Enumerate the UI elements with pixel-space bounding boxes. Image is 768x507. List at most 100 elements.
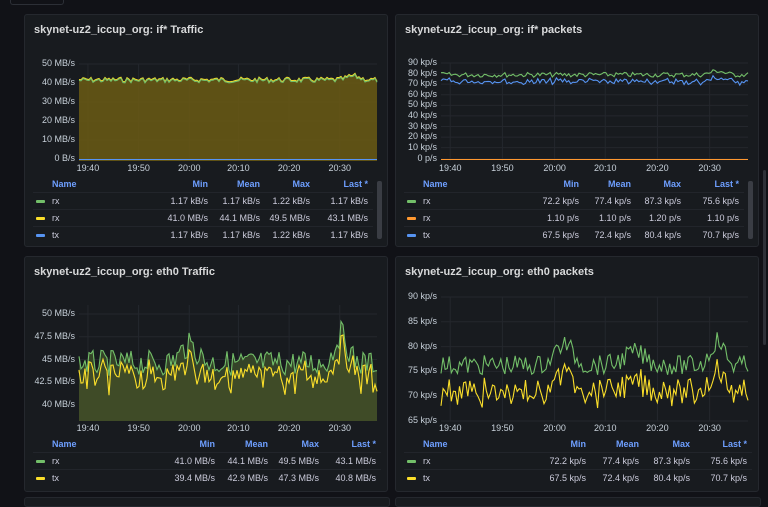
timeseries-chart[interactable]: [25, 257, 388, 437]
x-axis-tick-label: 19:40: [76, 163, 100, 173]
legend-value-mean: 1.10 p/s: [598, 213, 631, 223]
legend-value-last: 40.8 MB/s: [335, 473, 376, 483]
legend-row-divider: [404, 452, 752, 453]
panel-title: skynet-uz2_iccup_org: eth0 Traffic: [34, 266, 215, 278]
legend-header-last: Last *: [722, 439, 747, 449]
series-color-swatch[interactable]: [407, 234, 416, 237]
legend-value-min: 41.0 MB/s: [167, 213, 208, 223]
x-axis-tick-label: 20:00: [177, 163, 201, 173]
legend-value-last: 1.17 kB/s: [330, 230, 368, 240]
legend-row-divider: [33, 452, 381, 453]
legend-header-mean: Mean: [244, 439, 268, 449]
timeseries-chart[interactable]: [25, 15, 388, 175]
x-axis-tick-label: 20:20: [277, 163, 301, 173]
legend-row-divider: [404, 226, 744, 227]
series-color-swatch[interactable]: [36, 217, 45, 220]
x-axis-tick-label: 19:40: [438, 163, 462, 173]
series-color-swatch[interactable]: [36, 234, 45, 237]
legend-value-last: 75.6 kp/s: [702, 196, 739, 206]
legend-value-min: 41.0 MB/s: [174, 456, 215, 466]
y-axis-tick-label: 10 MB/s: [41, 134, 75, 145]
legend-value-mean: 44.1 MB/s: [227, 456, 268, 466]
panel-eth0-packets[interactable]: skynet-uz2_iccup_org: eth0 packets Name M…: [395, 256, 759, 492]
x-axis-tick-label: 20:30: [698, 423, 721, 433]
panel-title: skynet-uz2_iccup_org: eth0 packets: [405, 266, 594, 278]
legend-value-min: 1.17 kB/s: [170, 230, 208, 240]
series-color-swatch[interactable]: [407, 217, 416, 220]
legend-header-name: Name: [52, 439, 77, 449]
legend-value-last: 75.6 kp/s: [710, 456, 747, 466]
legend-row-divider: [404, 192, 744, 193]
legend-value-last: 43.1 MB/s: [327, 213, 368, 223]
series-color-swatch[interactable]: [36, 200, 45, 203]
legend-row-divider: [33, 192, 373, 193]
legend-value-max: 1.22 kB/s: [272, 196, 310, 206]
x-axis-tick-label: 19:50: [491, 163, 514, 173]
panel-title: skynet-uz2_iccup_org: if* packets: [405, 24, 583, 36]
legend-value-max: 87.3 kp/s: [653, 456, 690, 466]
legend-header-max: Max: [672, 439, 690, 449]
y-axis-tick-label: 30 MB/s: [41, 96, 75, 107]
legend-scrollbar[interactable]: [377, 181, 382, 239]
legend-row-divider: [33, 469, 381, 470]
series-area: [79, 73, 377, 161]
legend-value-last: 1.17 kB/s: [330, 196, 368, 206]
y-axis-tick-label: 50 MB/s: [41, 308, 75, 319]
x-axis-tick-label: 20:10: [227, 423, 250, 433]
series-color-swatch[interactable]: [407, 460, 416, 463]
next-panel-edge-left: [24, 497, 390, 507]
series-color-swatch[interactable]: [36, 477, 45, 480]
legend-value-last: 70.7 kp/s: [710, 473, 747, 483]
series-line: [440, 74, 749, 87]
series-line: [440, 332, 749, 376]
series-color-swatch[interactable]: [36, 460, 45, 463]
legend-value-mean: 42.9 MB/s: [227, 473, 268, 483]
timeseries-chart[interactable]: [396, 257, 759, 437]
y-axis-tick-label: 47.5 MB/s: [34, 330, 75, 341]
row-collapse-tab[interactable]: [10, 0, 64, 5]
legend-value-mean: 72.4 kp/s: [594, 230, 631, 240]
legend-header-max: Max: [663, 179, 681, 189]
series-color-swatch[interactable]: [407, 200, 416, 203]
y-axis-tick-label: 90 kp/s: [407, 57, 437, 67]
page-scrollbar[interactable]: [763, 170, 766, 345]
panel-if-traffic[interactable]: skynet-uz2_iccup_org: if* Traffic Name Mi…: [24, 14, 388, 247]
timeseries-chart[interactable]: [396, 15, 759, 175]
dashboard-top-strip: [0, 0, 768, 6]
legend-header-min: Min: [199, 439, 216, 449]
x-axis-tick-label: 19:40: [438, 423, 462, 433]
legend-series-name: rx: [52, 213, 60, 223]
legend-value-min: 67.5 kp/s: [549, 473, 586, 483]
series-color-swatch[interactable]: [407, 477, 416, 480]
legend-header-max: Max: [292, 179, 310, 189]
legend-value-last: 70.7 kp/s: [702, 230, 739, 240]
y-axis-tick-label: 50 kp/s: [407, 99, 437, 110]
legend-value-max: 80.4 kp/s: [644, 230, 681, 240]
legend-header-mean: Mean: [615, 439, 639, 449]
x-axis-tick-label: 20:10: [227, 163, 250, 173]
y-axis-tick-label: 30 kp/s: [407, 120, 437, 131]
x-axis-tick-label: 20:30: [328, 423, 352, 433]
legend-header-name: Name: [423, 179, 448, 189]
legend-scrollbar[interactable]: [748, 181, 753, 239]
panel-eth0-traffic[interactable]: skynet-uz2_iccup_org: eth0 Traffic Name M…: [24, 256, 388, 492]
legend-value-min: 1.10 p/s: [546, 213, 579, 223]
legend-value-min: 67.5 kp/s: [542, 230, 579, 240]
panel-title: skynet-uz2_iccup_org: if* Traffic: [34, 24, 204, 36]
y-axis-tick-label: 70 kp/s: [407, 390, 437, 401]
y-axis-tick-label: 65 kp/s: [407, 415, 437, 425]
y-axis-tick-label: 0 B/s: [54, 153, 75, 164]
x-axis-tick-label: 19:50: [127, 163, 150, 173]
legend-value-last: 1.10 p/s: [706, 213, 739, 223]
panel-if-packets[interactable]: skynet-uz2_iccup_org: if* packets Name Mi…: [395, 14, 759, 247]
series-area: [79, 321, 377, 421]
legend-value-mean: 72.4 kp/s: [602, 473, 639, 483]
y-axis-tick-label: 45 MB/s: [41, 353, 75, 364]
legend-value-min: 39.4 MB/s: [174, 473, 215, 483]
legend-value-max: 49.5 MB/s: [278, 456, 319, 466]
y-axis-tick-label: 85 kp/s: [407, 315, 437, 326]
legend-value-max: 87.3 kp/s: [644, 196, 681, 206]
legend-row-divider: [33, 209, 373, 210]
y-axis-tick-label: 20 MB/s: [41, 115, 75, 126]
legend-value-last: 43.1 MB/s: [335, 456, 376, 466]
